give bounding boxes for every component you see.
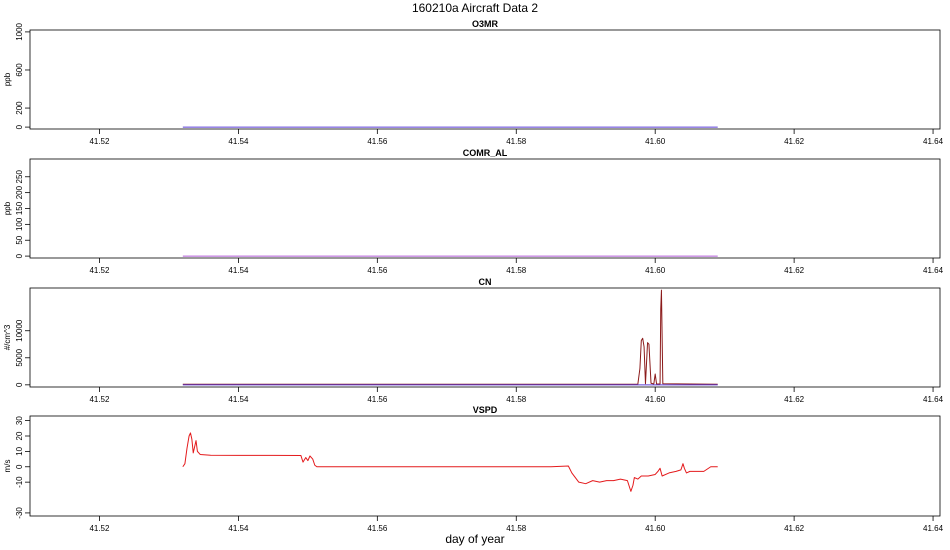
panel-title-0: O3MR bbox=[472, 19, 499, 29]
x-tick-label: 41.56 bbox=[367, 137, 388, 146]
x-tick-label: 41.64 bbox=[923, 395, 944, 404]
y-axis-label-3: m/s bbox=[3, 460, 12, 473]
y-tick-label: 600 bbox=[15, 63, 24, 77]
x-tick-label: 41.64 bbox=[923, 524, 944, 533]
y-axis-label-1: ppb bbox=[3, 201, 12, 215]
x-tick-label: 41.54 bbox=[228, 266, 249, 275]
y-tick-label: 100 bbox=[15, 217, 24, 231]
plot-frame-1 bbox=[29, 158, 941, 259]
plot-frame-2 bbox=[29, 287, 941, 388]
x-tick-label: 41.64 bbox=[923, 137, 944, 146]
x-tick-label: 41.62 bbox=[784, 266, 805, 275]
y-tick-label: 5000 bbox=[15, 348, 24, 366]
x-tick-label: 41.58 bbox=[506, 137, 527, 146]
x-tick-label: 41.64 bbox=[923, 266, 944, 275]
series-line-3-0 bbox=[182, 432, 718, 492]
x-tick-label: 41.54 bbox=[228, 395, 249, 404]
y-axis-label-2: #/cm^3 bbox=[3, 324, 12, 350]
x-tick-label: 41.60 bbox=[645, 266, 666, 275]
x-tick-label: 41.60 bbox=[645, 524, 666, 533]
panel-0: O3MR ppb 41.52 41.54 41.56 41.58 41.60 41.62 41.… bbox=[3, 19, 944, 146]
x-tick-label: 41.58 bbox=[506, 395, 527, 404]
panel-title-3: VSPD bbox=[473, 405, 498, 415]
y-tick-label: 250 bbox=[15, 170, 24, 184]
y-tick-label: 0 bbox=[15, 464, 24, 469]
y-axis-label-0: ppb bbox=[3, 72, 12, 86]
x-tick-label: 41.54 bbox=[228, 524, 249, 533]
x-tick-label: 41.56 bbox=[367, 524, 388, 533]
x-tick-label: 41.54 bbox=[228, 137, 249, 146]
y-tick-label: 1000 bbox=[15, 22, 24, 40]
x-tick-label: 41.62 bbox=[784, 395, 805, 404]
x-tick-label: 41.52 bbox=[89, 524, 110, 533]
x-tick-label: 41.58 bbox=[506, 266, 527, 275]
x-tick-label: 41.58 bbox=[506, 524, 527, 533]
plot-frame-0 bbox=[29, 29, 941, 130]
panel-title-1: COMR_AL bbox=[463, 148, 508, 158]
x-axis-label: day of year bbox=[445, 532, 504, 546]
y-tick-label: 200 bbox=[15, 101, 24, 115]
y-tick-label: 0 bbox=[15, 124, 24, 129]
x-tick-label: 41.52 bbox=[89, 395, 110, 404]
y-tick-label: 0 bbox=[15, 253, 24, 258]
x-tick-label: 41.60 bbox=[645, 137, 666, 146]
x-tick-label: 41.52 bbox=[89, 137, 110, 146]
figure-title: 160210a Aircraft Data 2 bbox=[412, 1, 538, 15]
panel-3: VSPD m/s 41.52 41.54 41.56 41.58 41.60 41.62 41.… bbox=[3, 405, 944, 533]
y-tick-label: 30 bbox=[15, 416, 24, 425]
y-tick-label: -10 bbox=[15, 476, 24, 488]
x-tick-label: 41.52 bbox=[89, 266, 110, 275]
y-tick-label: 10 bbox=[15, 446, 24, 455]
y-tick-label: 150 bbox=[15, 201, 24, 215]
x-tick-label: 41.56 bbox=[367, 395, 388, 404]
x-tick-label: 41.62 bbox=[784, 524, 805, 533]
y-tick-label: 10000 bbox=[15, 319, 24, 342]
x-tick-label: 41.60 bbox=[645, 395, 666, 404]
panel-title-2: CN bbox=[479, 277, 492, 287]
y-tick-label: 20 bbox=[15, 431, 24, 440]
y-tick-label: 50 bbox=[15, 235, 24, 244]
x-tick-label: 41.56 bbox=[367, 266, 388, 275]
x-tick-label: 41.62 bbox=[784, 137, 805, 146]
y-tick-label: 200 bbox=[15, 185, 24, 199]
y-tick-label: 0 bbox=[15, 382, 24, 387]
y-tick-label: -30 bbox=[15, 507, 24, 519]
series-line-2-0 bbox=[182, 289, 718, 385]
panel-2: CN #/cm^3 41.52 41.54 41.56 41.58 41.60 41.62 41… bbox=[3, 277, 944, 404]
plot-frame-3 bbox=[29, 415, 941, 517]
panels: O3MR ppb 41.52 41.54 41.56 41.58 41.60 41.62 41.… bbox=[3, 19, 944, 533]
